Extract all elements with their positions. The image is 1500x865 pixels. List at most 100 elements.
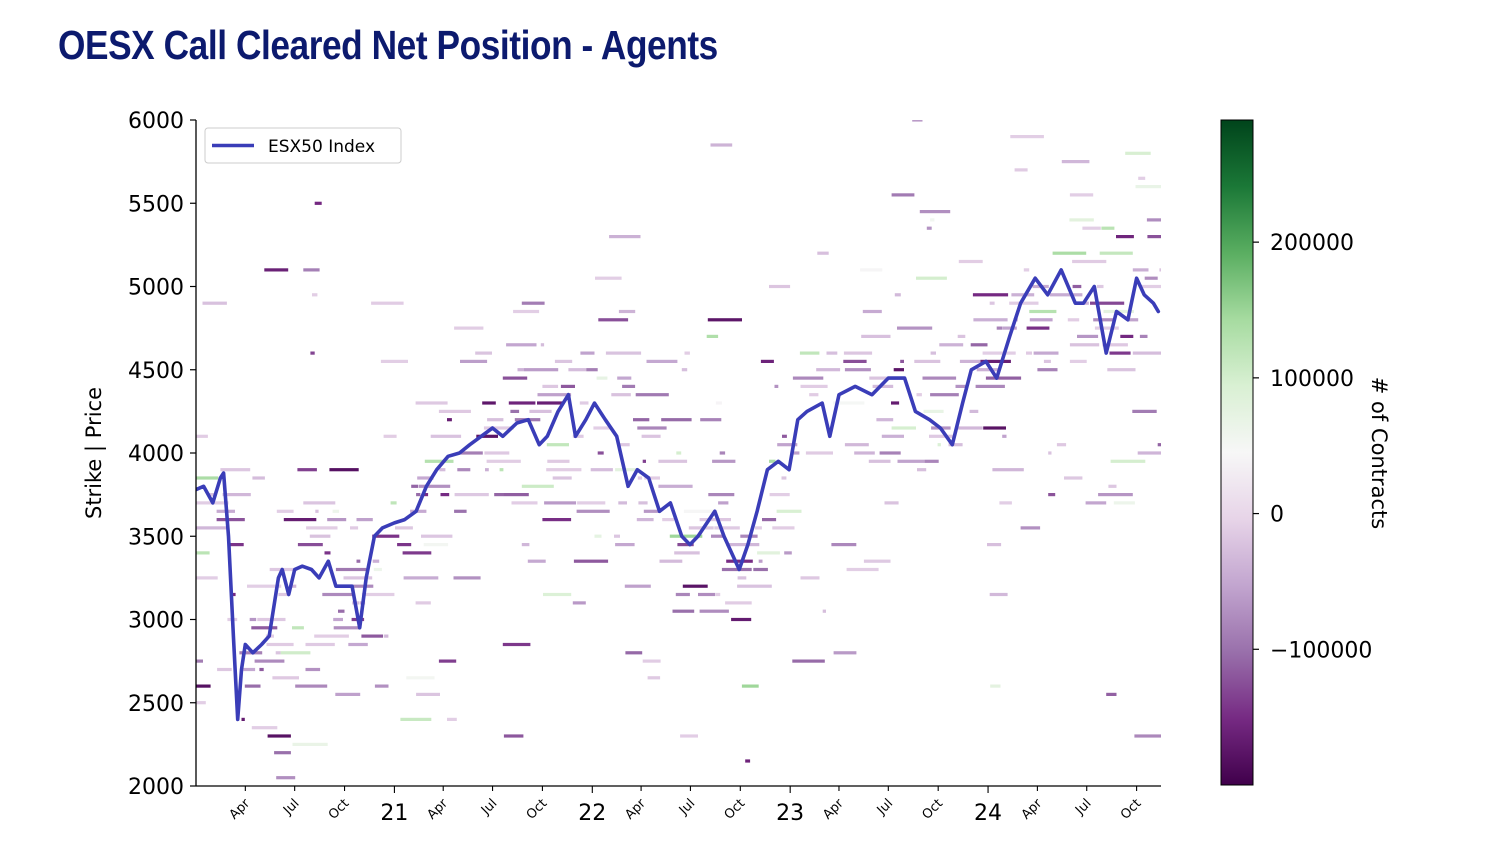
heatmap-cell — [454, 493, 489, 497]
heatmap-cell — [454, 326, 484, 330]
heatmap-cell — [343, 576, 373, 580]
heatmap-cell — [594, 534, 602, 538]
heatmap-cell — [1069, 343, 1100, 347]
heatmap-cell — [959, 359, 981, 363]
heatmap-cell — [1098, 493, 1133, 497]
heatmap-cell — [879, 451, 901, 455]
heatmap-cell — [863, 559, 891, 563]
heatmap-cell — [881, 434, 904, 438]
heatmap-cell — [617, 376, 632, 380]
heatmap-cell — [644, 476, 660, 480]
heatmap-cell — [292, 742, 328, 746]
heatmap-cell — [970, 343, 988, 347]
heatmap-cell — [276, 509, 294, 513]
heatmap-cell — [542, 384, 559, 388]
heatmap-cell — [822, 609, 826, 613]
heatmap-cell — [457, 468, 471, 472]
heatmap-cell — [1010, 135, 1044, 139]
heatmap-cell — [1116, 235, 1134, 239]
heatmap-cell — [196, 526, 227, 530]
heatmap-cell — [676, 451, 682, 455]
heatmap-cell — [216, 518, 245, 522]
heatmap-cell — [440, 493, 450, 497]
heatmap-cell — [793, 451, 800, 455]
heatmap-cell — [753, 567, 768, 572]
heatmap-cell — [560, 384, 575, 388]
heatmap-cell — [580, 351, 595, 355]
heatmap-cell — [868, 459, 891, 463]
heatmap-cell — [274, 751, 291, 755]
heatmap-cell — [891, 426, 916, 430]
heatmap-cell — [683, 509, 718, 513]
heatmap-cell — [521, 484, 554, 488]
heatmap-cell — [511, 501, 538, 505]
heatmap-cell — [232, 592, 236, 597]
heatmap-cell — [390, 501, 397, 505]
heatmap-cell — [976, 368, 1001, 372]
heatmap-cell — [930, 393, 959, 397]
y-tick-label: 4000 — [128, 442, 184, 467]
heatmap-cell — [447, 418, 452, 422]
heatmap-cell — [1048, 493, 1056, 497]
heatmap-cell — [930, 218, 935, 222]
heatmap-cell — [243, 667, 256, 672]
heatmap-cell — [809, 393, 819, 397]
heatmap-cell — [930, 351, 936, 355]
heatmap-cell — [1002, 434, 1007, 438]
heatmap-cell — [833, 651, 857, 655]
heatmap-cell — [332, 509, 340, 513]
heatmap-cell — [1097, 284, 1104, 289]
heatmap-cell — [1099, 251, 1133, 255]
heatmap-cell — [983, 426, 1006, 430]
heatmap-cell — [439, 468, 446, 472]
heatmap-cell — [647, 676, 661, 680]
heatmap-cell — [361, 592, 395, 597]
heatmap-cell — [554, 359, 573, 363]
heatmap-cell — [484, 451, 510, 455]
heatmap-cell — [987, 543, 1002, 547]
heatmap-cell — [760, 359, 774, 363]
heatmap-cell — [1132, 351, 1161, 355]
heatmap-cell — [948, 443, 963, 447]
heatmap-cell — [831, 543, 857, 547]
heatmap-cell — [222, 493, 251, 497]
heatmap-cell — [502, 376, 528, 380]
heatmap-cell — [590, 468, 613, 472]
heatmap-cell — [335, 692, 361, 696]
heatmap-cell — [402, 551, 432, 555]
heatmap-cell — [482, 401, 496, 405]
heatmap-cell — [1072, 284, 1082, 289]
x-tick-label-month: Oct — [524, 796, 551, 823]
heatmap-cell — [423, 543, 449, 547]
heatmap-cell — [403, 576, 439, 580]
x-tick-label-month: Jul — [478, 796, 500, 818]
heatmap-cell — [619, 443, 630, 447]
heatmap-cell — [527, 559, 546, 563]
heatmap-cell — [503, 493, 529, 497]
heatmap-cell — [415, 401, 448, 405]
heatmap-cell — [872, 384, 894, 388]
heatmap-cell — [1026, 326, 1050, 330]
heatmap-cell — [989, 592, 1008, 597]
heatmap-cell — [1082, 226, 1101, 230]
colorbar-tick-label: 100000 — [1270, 367, 1354, 392]
heatmap-cell — [955, 384, 967, 388]
heatmap-cell — [614, 534, 620, 538]
heatmap-cell — [624, 584, 651, 588]
heatmap-cell — [615, 543, 635, 547]
x-tick-label-month: Apr — [622, 796, 649, 823]
heatmap-cell — [784, 551, 792, 555]
heatmap-cell — [1144, 276, 1158, 280]
y-tick-label: 5500 — [128, 192, 184, 217]
heatmap-cell — [521, 543, 530, 547]
heatmap-cell — [510, 409, 520, 413]
heatmap-cell — [884, 501, 899, 505]
price-line-layer — [196, 268, 1161, 722]
heatmap-cell — [303, 501, 336, 505]
heatmap-cell — [1109, 351, 1131, 355]
heatmap-cell — [537, 393, 572, 397]
heatmap-cell — [844, 368, 871, 372]
y-tick-label: 3000 — [128, 609, 184, 634]
heatmap-cell — [782, 434, 787, 438]
